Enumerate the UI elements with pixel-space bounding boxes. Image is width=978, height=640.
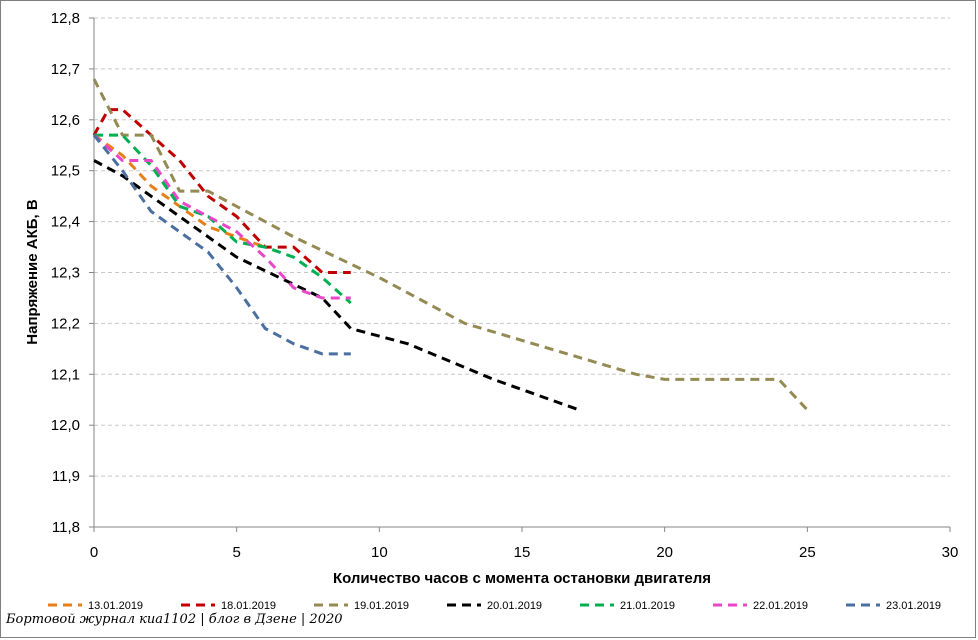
y-axis-title: Напряжение АКБ, В [24, 199, 41, 345]
x-tick-label: 25 [799, 544, 816, 561]
footer-caption: Бортовой журнал киа1102 | блог в Дзене |… [6, 612, 343, 627]
x-tick-label: 10 [371, 544, 388, 561]
legend-label: 21.01.2019 [620, 600, 675, 612]
legend-label: 18.01.2019 [221, 600, 276, 612]
y-tick-label: 11,9 [52, 468, 80, 485]
legend-label: 13.01.2019 [88, 600, 143, 612]
legend-label: 20.01.2019 [487, 600, 542, 612]
legend-item: 23.01.2019 [846, 600, 941, 612]
x-tick-label: 30 [942, 544, 959, 561]
series-layer [92, 78, 809, 412]
x-tick-label: 20 [656, 544, 673, 561]
y-tick-label: 12,5 [51, 163, 80, 180]
y-tick-label: 12,1 [51, 366, 80, 383]
legend-item: 21.01.2019 [580, 600, 675, 612]
y-tick-label: 11,8 [52, 519, 80, 536]
series-line-21.01.2019 [94, 133, 352, 305]
x-tick-label: 0 [90, 544, 98, 561]
legend-item: 22.01.2019 [713, 600, 808, 612]
y-tick-label: 12,8 [51, 10, 80, 27]
y-tick-label: 12,0 [51, 417, 80, 434]
y-tick-label: 12,2 [51, 315, 80, 332]
legend-item: 13.01.2019 [48, 600, 143, 612]
grid-layer [94, 17, 950, 477]
series-line-19.01.2019 [92, 78, 809, 411]
y-tick-label: 12,6 [51, 112, 80, 129]
x-tick-label: 5 [232, 544, 240, 561]
legend-item: 20.01.2019 [447, 600, 542, 612]
y-tick-label: 12,7 [51, 61, 80, 78]
series-line-18.01.2019 [92, 108, 351, 274]
series-line-23.01.2019 [92, 134, 351, 356]
legend: 13.01.2019 18.01.2019 19.01.2019 20.01.2019… [48, 600, 941, 612]
x-tick-labels: 0 5 10 15 20 25 30 [90, 544, 959, 561]
y-tick-labels: 11,8 11,9 12,0 12,1 12,2 12,3 12,4 12,5 12,6 12,7… [51, 10, 80, 536]
legend-label: 22.01.2019 [753, 600, 808, 612]
legend-item: 19.01.2019 [314, 600, 409, 612]
legend-label: 19.01.2019 [354, 600, 409, 612]
legend-item: 18.01.2019 [181, 600, 276, 612]
series-line-13.01.2019 [93, 133, 266, 249]
series-line-22.01.2019 [93, 133, 351, 300]
x-tick-label: 15 [514, 544, 531, 561]
x-axis-title: Количество часов с момента остановки дви… [333, 570, 711, 587]
y-tick-label: 12,4 [51, 214, 80, 231]
y-tick-label: 12,3 [51, 265, 80, 282]
axes-layer [89, 17, 951, 532]
legend-label: 23.01.2019 [886, 600, 941, 612]
